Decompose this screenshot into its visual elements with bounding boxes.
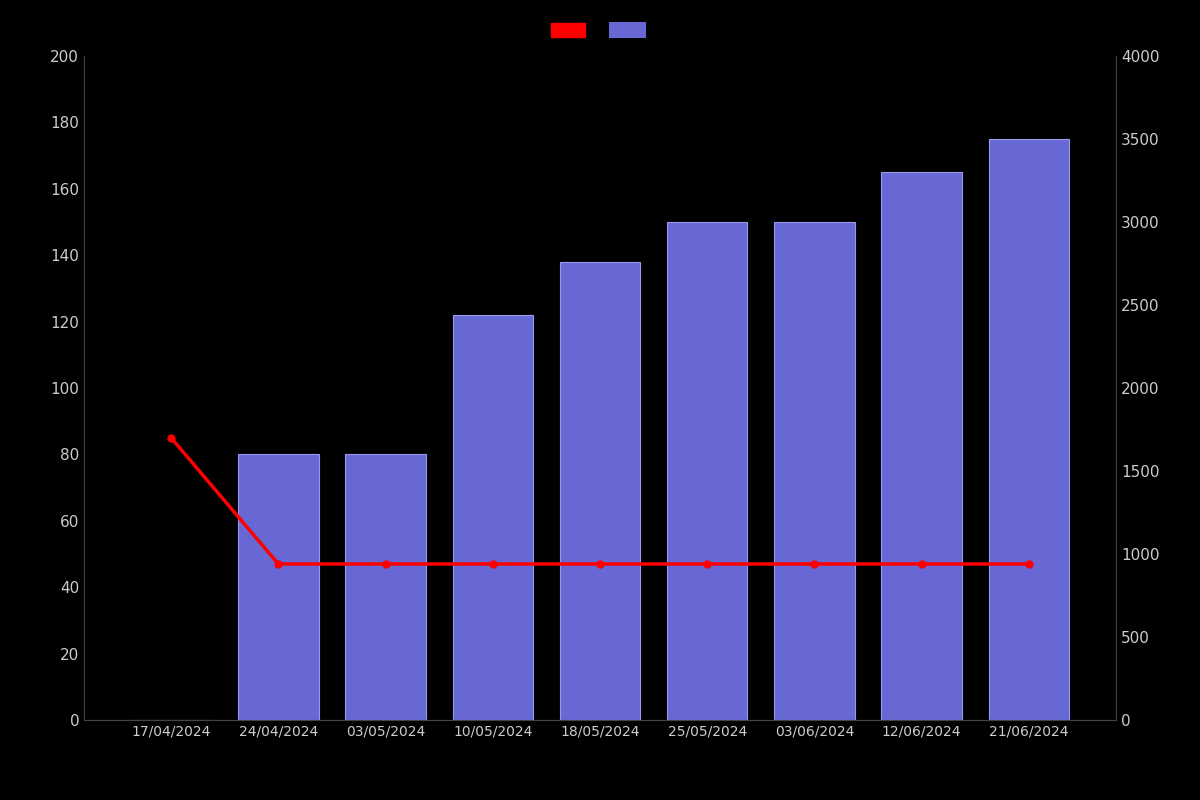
Legend: , : ,	[551, 23, 649, 38]
Bar	[452, 315, 533, 720]
Bar	[346, 454, 426, 720]
Bar	[774, 222, 854, 720]
Bar	[667, 222, 748, 720]
Bar	[238, 454, 318, 720]
Bar	[559, 262, 641, 720]
Bar	[882, 172, 962, 720]
Bar	[989, 139, 1069, 720]
